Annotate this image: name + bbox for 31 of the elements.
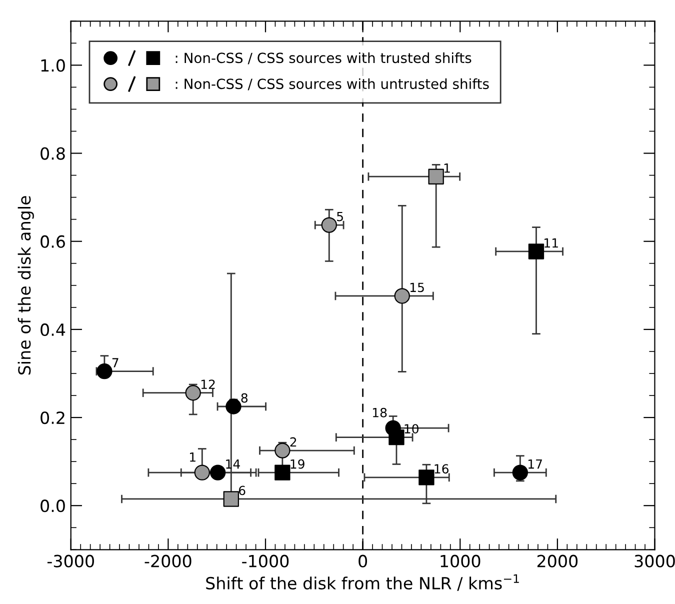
y-tick-label: 0.2: [40, 411, 64, 424]
annotation: 19: [290, 459, 304, 469]
y-tick-label: 0.6: [40, 235, 65, 248]
y-tick-label: 1.0: [41, 59, 65, 72]
annotation: 18: [372, 408, 387, 418]
annotation: 17: [528, 459, 542, 469]
y-tick-label: 0.8: [40, 147, 65, 160]
x-tick-label: -1000: [242, 554, 289, 568]
x-tick-label: -3000: [47, 554, 94, 568]
annotation: 6: [238, 486, 246, 496]
annotation: 15: [410, 282, 424, 292]
legend-label: : Non-CSS / CSS sources with trusted shifts: [176, 52, 472, 64]
annotation: 1: [444, 164, 450, 173]
annotation: 7: [112, 358, 118, 368]
annotation: 5: [337, 212, 343, 222]
x-tick-label: 3000: [634, 554, 675, 568]
y-tick-label: 0.0: [40, 500, 65, 512]
x-axis-title: Shift of the disk from the NLR / kms$^{−1}$: [206, 574, 519, 591]
annotation: 1: [190, 452, 196, 462]
annotation: 11: [544, 238, 558, 248]
x-tick-label: -2000: [144, 554, 192, 568]
annotation: 8: [241, 393, 248, 403]
x-tick-label: 0: [358, 554, 368, 568]
y-axis-title: Sine of the disk angle: [18, 196, 34, 374]
legend-label: : Non-CSS / CSS sources with untrusted shifts: [176, 78, 489, 90]
x-tick-label: 2000: [537, 554, 578, 568]
annotation: 12: [201, 380, 215, 389]
x-tick-label: 1000: [440, 554, 480, 568]
y-tick-label: 0.4: [40, 323, 66, 336]
annotation: 2: [290, 437, 296, 447]
annotation: 16: [434, 464, 449, 474]
